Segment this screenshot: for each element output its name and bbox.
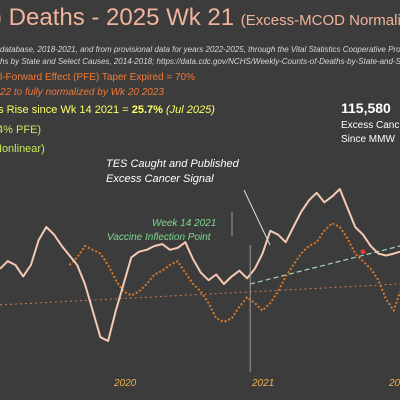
chart-title: ) Deaths - 2025 Wk 21 (Excess-MCOD Norma… (0, 4, 400, 32)
chart-title-sub: (Excess-MCOD Normaliz (240, 12, 400, 29)
x-tick-label-2022: 20 (389, 378, 400, 389)
tes-annotation-line-2: Excess Cancer Signal (106, 173, 214, 185)
tes-pointer-line (243, 189, 271, 246)
series-main-line (0, 188, 400, 342)
pfe-note: l-Forward Effect (PFE) Taper Expired = 7… (0, 72, 195, 83)
series-baseline-line (0, 283, 400, 306)
excess-cancer-label-2: Since MMW (341, 134, 395, 145)
series-marker-point (360, 249, 366, 255)
inflection-annotation-line-1: Week 14 2021 (152, 218, 217, 229)
pfe-percent-note: .4% PFE) (0, 124, 42, 136)
chart-title-main: ) Deaths - 2025 Wk 21 (0, 4, 235, 31)
inflection-annotation-line-2: Vaccine Inflection Point (107, 232, 211, 243)
rise-note: es Rise since Wk 14 2021 = 25.7% (Jul 20… (0, 104, 215, 116)
source-line-1: database, 2018-2021, and from provisiona… (0, 45, 400, 54)
normalized-note: 22 to fully normalized by Wk 20 2023 (0, 87, 164, 98)
rise-prefix: es Rise since Wk 14 2021 = (0, 104, 132, 116)
rise-value: 25.7% (131, 104, 163, 116)
series-trend-line (250, 245, 400, 285)
excess-cancer-number: 115,580 (341, 100, 391, 116)
x-tick-label-2021: 2021 (252, 378, 275, 389)
nonlinear-note: Nonlinear) (0, 143, 45, 155)
excess-cancer-label-1: Excess Canc (341, 120, 400, 131)
source-line-2: hs by State and Select Causes, 2014-2018… (0, 57, 400, 66)
tes-annotation-line-1: TES Caught and Published (106, 158, 239, 170)
x-tick-label-2020: 2020 (114, 378, 137, 389)
rise-suffix: (Jul 2025) (165, 104, 215, 116)
